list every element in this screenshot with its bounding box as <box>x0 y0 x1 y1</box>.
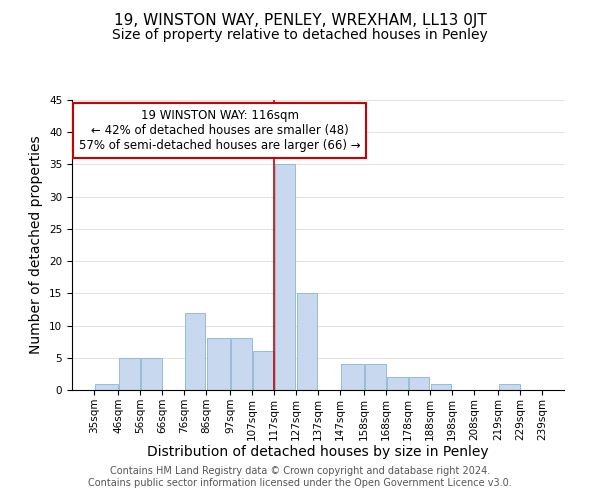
Y-axis label: Number of detached properties: Number of detached properties <box>29 136 43 354</box>
Bar <box>253 352 274 390</box>
Bar <box>140 358 161 390</box>
Bar <box>341 364 364 390</box>
Text: 19, WINSTON WAY, PENLEY, WREXHAM, LL13 0JT: 19, WINSTON WAY, PENLEY, WREXHAM, LL13 0… <box>113 12 487 28</box>
Bar <box>409 377 430 390</box>
Bar <box>206 338 230 390</box>
Text: Size of property relative to detached houses in Penley: Size of property relative to detached ho… <box>112 28 488 42</box>
Bar <box>95 384 118 390</box>
Text: Contains HM Land Registry data © Crown copyright and database right 2024.
Contai: Contains HM Land Registry data © Crown c… <box>88 466 512 487</box>
Text: 19 WINSTON WAY: 116sqm
← 42% of detached houses are smaller (48)
57% of semi-det: 19 WINSTON WAY: 116sqm ← 42% of detached… <box>79 108 361 152</box>
Bar <box>386 377 407 390</box>
Bar <box>499 384 520 390</box>
Bar <box>275 164 295 390</box>
Bar <box>431 384 451 390</box>
X-axis label: Distribution of detached houses by size in Penley: Distribution of detached houses by size … <box>147 446 489 460</box>
Bar <box>119 358 140 390</box>
Bar <box>365 364 386 390</box>
Bar <box>296 294 317 390</box>
Bar <box>185 312 205 390</box>
Bar <box>230 338 251 390</box>
